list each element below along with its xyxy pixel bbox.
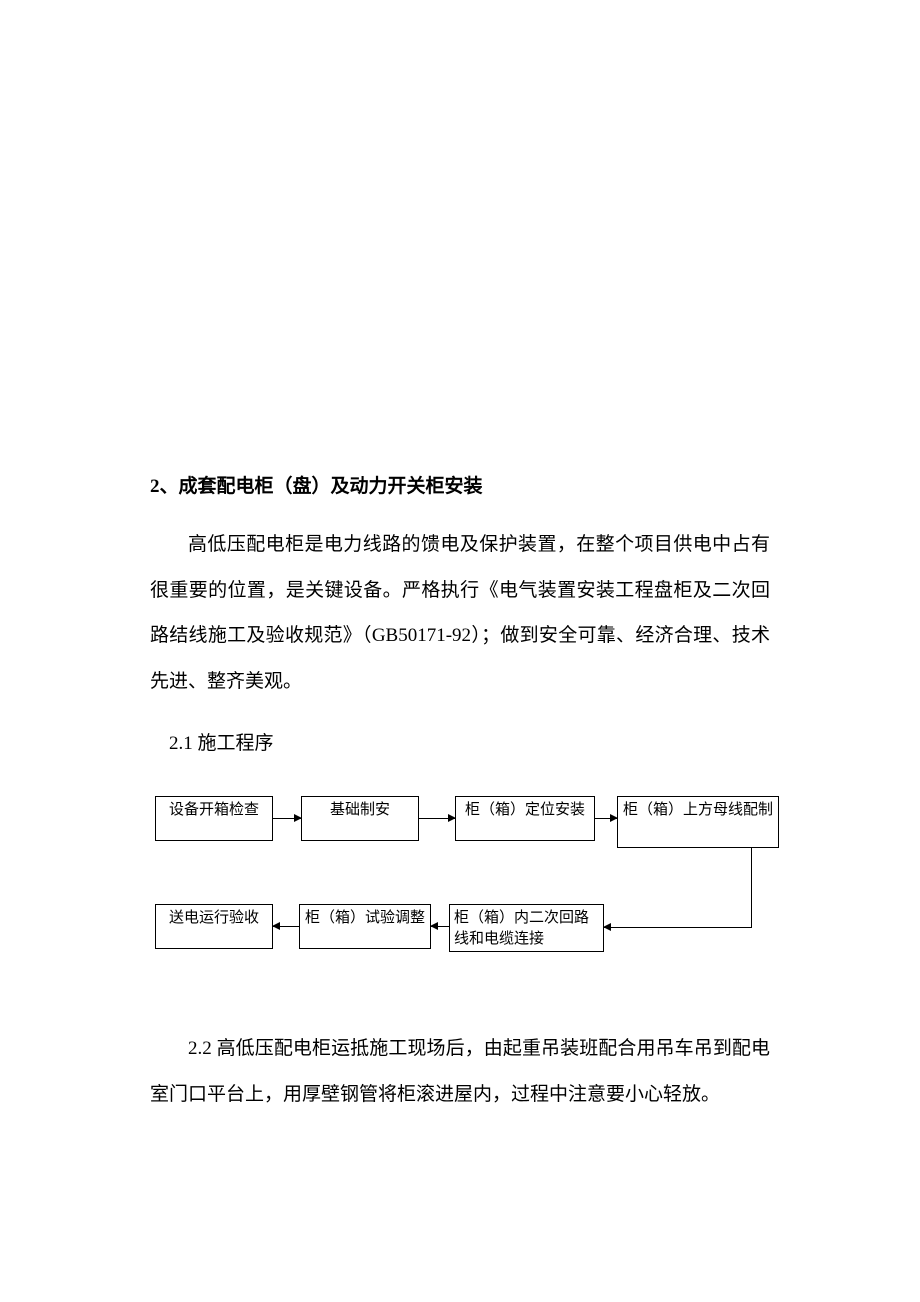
flow-node-secondary: 柜（箱）内二次回路线和电缆连接	[449, 904, 604, 952]
arrow-6-7	[273, 926, 299, 927]
flow-node-test: 柜（箱）试验调整	[299, 904, 431, 949]
flow-node-foundation: 基础制安	[301, 796, 419, 841]
arrow-1-2	[273, 818, 301, 819]
flow-node-label: 柜（箱）内二次回路线和电缆连接	[454, 908, 599, 950]
flow-node-inspection: 设备开箱检查	[155, 796, 273, 841]
flow-node-acceptance: 送电运行验收	[155, 904, 273, 949]
arrow-4-horiz	[604, 927, 751, 928]
flow-node-busbar: 柜（箱）上方母线配制	[617, 796, 779, 848]
arrow-4-down	[751, 848, 752, 928]
paragraph-2-2: 2.2 高低压配电柜运抵施工现场后，由起重吊装班配合用吊车吊到配电室门口平台上，…	[150, 1026, 770, 1117]
flow-node-label: 柜（箱）试验调整	[305, 908, 425, 929]
section-heading: 2、成套配电柜（盘）及动力开关柜安装	[150, 470, 770, 504]
flow-node-label: 基础制安	[330, 800, 390, 821]
flow-node-label: 柜（箱）定位安装	[465, 800, 585, 821]
flowchart-container: 设备开箱检查 基础制安 柜（箱）定位安装 柜（箱）上方母线配制 柜（箱）内二次回…	[155, 796, 795, 996]
flow-node-label: 设备开箱检查	[169, 800, 259, 821]
subsection-2-1: 2.1 施工程序	[150, 721, 770, 767]
arrow-2-3	[419, 818, 455, 819]
paragraph-intro: 高低压配电柜是电力线路的馈电及保护装置，在整个项目供电中占有很重要的位置，是关键…	[150, 522, 770, 704]
arrow-3-4	[595, 818, 617, 819]
flow-node-positioning: 柜（箱）定位安装	[455, 796, 595, 841]
arrow-4-5-head	[604, 927, 605, 928]
arrow-5-6	[431, 926, 449, 927]
flow-node-label: 柜（箱）上方母线配制	[623, 800, 773, 821]
flow-node-label: 送电运行验收	[169, 908, 259, 929]
